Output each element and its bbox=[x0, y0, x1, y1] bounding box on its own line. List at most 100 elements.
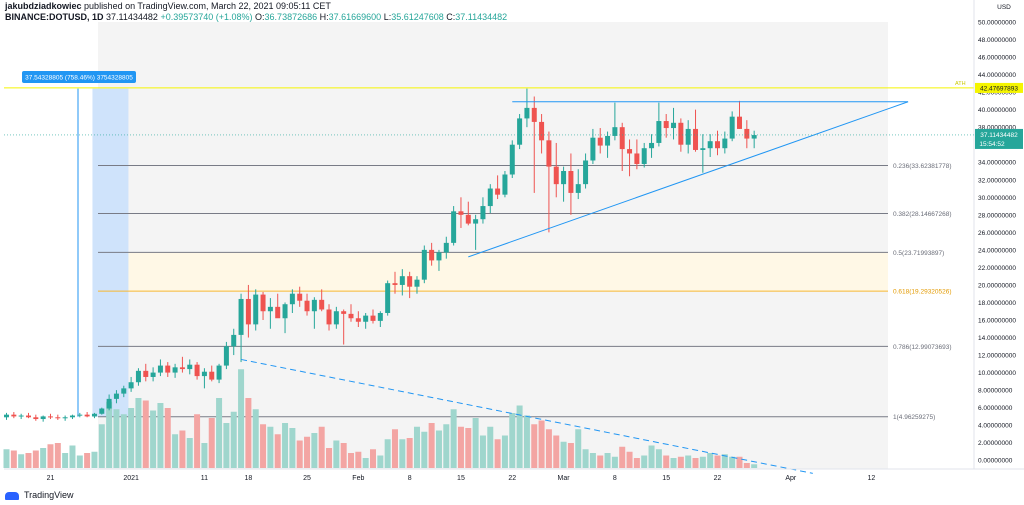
time-tick-label: 22 bbox=[714, 475, 722, 482]
volume-bar bbox=[457, 426, 464, 468]
candle bbox=[751, 130, 757, 149]
fib-level-label: 0.618(19.29320526) bbox=[893, 289, 952, 296]
price-tick-label: 12.00000000 bbox=[978, 353, 1016, 360]
volume-bar bbox=[531, 424, 538, 468]
candle-body bbox=[40, 416, 46, 420]
candle-body bbox=[568, 171, 574, 193]
price-tick-label: 38.00000000 bbox=[978, 125, 1016, 132]
low-label: L: bbox=[383, 12, 392, 22]
volume-bar bbox=[553, 435, 560, 468]
candle bbox=[451, 206, 457, 246]
candle-body bbox=[25, 415, 31, 418]
volume-bar bbox=[479, 435, 486, 468]
volume-bar bbox=[318, 426, 325, 468]
time-tick-label: Mar bbox=[558, 475, 571, 482]
candle bbox=[311, 297, 317, 329]
volume-bar bbox=[487, 426, 494, 468]
candle-body bbox=[392, 283, 398, 285]
volume-bar bbox=[494, 439, 501, 468]
candle-body bbox=[546, 140, 552, 167]
time-tick-label: Feb bbox=[352, 475, 364, 482]
volume-bar bbox=[413, 426, 420, 468]
candle bbox=[113, 390, 119, 404]
last-price-tag bbox=[975, 128, 1023, 149]
candle bbox=[209, 365, 215, 382]
candle-body bbox=[663, 121, 669, 129]
candle-body bbox=[348, 313, 354, 319]
author-name[interactable]: jakubdziadkowiec bbox=[5, 1, 82, 11]
candle-body bbox=[421, 249, 427, 280]
candle bbox=[25, 412, 31, 419]
volume-bar bbox=[399, 439, 406, 468]
candle bbox=[260, 291, 266, 320]
candle-body bbox=[561, 171, 567, 185]
volume-bar bbox=[62, 453, 69, 468]
price-tick-label: 40.00000000 bbox=[978, 107, 1016, 114]
volume-bar bbox=[692, 458, 699, 468]
volume-bar bbox=[743, 463, 750, 468]
candle-body bbox=[634, 153, 640, 164]
price-tick-label: 4.00000000 bbox=[978, 423, 1013, 430]
price-tick-label: 46.00000000 bbox=[978, 55, 1016, 62]
tradingview-logo[interactable]: TradingView bbox=[5, 490, 74, 500]
volume-bar bbox=[98, 424, 105, 468]
price-tick-label: 18.00000000 bbox=[978, 300, 1016, 307]
candle bbox=[77, 412, 83, 418]
time-tick-label: Apr bbox=[785, 475, 797, 482]
volume-bar bbox=[304, 436, 311, 468]
volume-bar bbox=[18, 454, 25, 468]
candle bbox=[385, 280, 391, 316]
volume-bar bbox=[113, 409, 120, 468]
candle bbox=[238, 293, 244, 363]
candle bbox=[429, 242, 435, 266]
candle-body bbox=[707, 141, 713, 149]
candle bbox=[355, 311, 361, 328]
candle bbox=[678, 118, 684, 152]
time-tick-label: 15 bbox=[457, 475, 465, 482]
volume-bar bbox=[377, 455, 384, 468]
candle-body bbox=[311, 299, 317, 312]
fib-level-label: 0.382(28.14667268) bbox=[893, 211, 952, 218]
price-tick-label: 8.00000000 bbox=[978, 388, 1013, 395]
candle-body bbox=[465, 214, 471, 224]
volume-bar bbox=[736, 456, 743, 468]
price-tick-label: 0.00000000 bbox=[978, 458, 1013, 465]
candle bbox=[517, 114, 523, 150]
candle bbox=[201, 368, 207, 389]
volume-bar bbox=[32, 450, 39, 468]
candle bbox=[612, 102, 618, 141]
candle-body bbox=[172, 367, 178, 373]
volume-bar bbox=[435, 430, 442, 468]
candle-body bbox=[671, 122, 677, 129]
candle-body bbox=[722, 138, 728, 149]
candle-body bbox=[143, 370, 149, 377]
volume-bar bbox=[76, 455, 83, 468]
volume-bar bbox=[729, 456, 736, 468]
time-tick-label: 11 bbox=[201, 475, 208, 482]
high-value: 37.61669600 bbox=[328, 12, 382, 22]
price-tick-label: 6.00000000 bbox=[978, 405, 1013, 412]
volume-bar bbox=[201, 443, 208, 468]
volume-bar bbox=[260, 424, 267, 468]
fib-level-label: 0.5(23.71993897) bbox=[893, 250, 944, 257]
candle-body bbox=[517, 118, 523, 145]
candle-body bbox=[414, 279, 420, 287]
candle-body bbox=[11, 414, 17, 417]
candle bbox=[253, 289, 259, 331]
ath-price-tag bbox=[975, 82, 1023, 93]
candle-body bbox=[355, 318, 361, 322]
volume-bar bbox=[721, 454, 728, 468]
candle-body bbox=[209, 371, 215, 380]
candle-body bbox=[231, 334, 237, 347]
candle bbox=[663, 114, 669, 138]
candle bbox=[370, 309, 376, 324]
candle-body bbox=[91, 413, 97, 417]
candle-body bbox=[62, 417, 68, 419]
candle-body bbox=[106, 398, 112, 409]
candle-body bbox=[253, 294, 259, 325]
volume-bar bbox=[443, 424, 450, 468]
volume-bar bbox=[142, 400, 149, 468]
volume-bar bbox=[296, 440, 303, 468]
fib-level-label: 0.236(33.62381778) bbox=[893, 163, 952, 170]
